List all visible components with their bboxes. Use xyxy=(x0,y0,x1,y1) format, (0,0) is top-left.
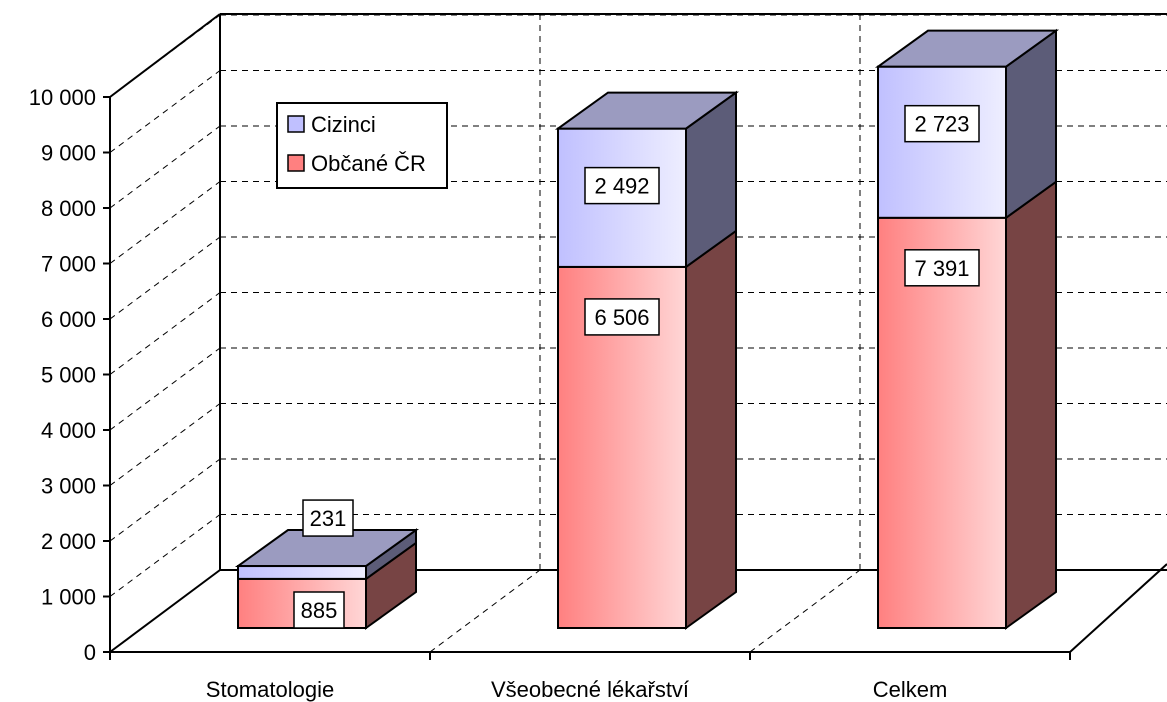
data-label-text: 231 xyxy=(310,506,347,531)
data-label-text: 7 391 xyxy=(914,256,969,281)
chart-data-labels: 885 231 6 506 2 492 7 391 2 723 xyxy=(293,104,980,629)
side-gridline xyxy=(109,514,221,597)
floor-gridline xyxy=(749,569,861,653)
data-label-cizinci: 2 492 xyxy=(584,166,660,205)
y-tick-label: 8 000 xyxy=(41,196,96,221)
bar-side xyxy=(1005,179,1057,630)
side-gridline xyxy=(109,347,221,431)
legend-swatch xyxy=(287,115,305,133)
data-label-box xyxy=(584,298,660,336)
legend-label: Cizinci xyxy=(311,112,376,137)
chart-axes: 0 1 000 2 000 3 000 4 000 5 000 6 000 7 000 8 00… xyxy=(29,85,1071,702)
y-tick-label: 9 000 xyxy=(41,141,96,166)
category-label: Celkem xyxy=(873,677,948,702)
data-label-text: 2 723 xyxy=(914,112,969,137)
data-label-text: 6 506 xyxy=(594,305,649,330)
side-gridline xyxy=(109,403,221,486)
floor-gridline xyxy=(429,569,541,653)
category-label: Všeobecné lékařství xyxy=(491,677,689,702)
data-label-text: 2 492 xyxy=(594,174,649,199)
data-label-box xyxy=(904,249,980,287)
side-gridline xyxy=(109,458,221,542)
bar-top xyxy=(234,529,420,568)
side-gridline xyxy=(109,181,221,264)
side-gridline xyxy=(109,70,221,153)
category-label: Stomatologie xyxy=(206,677,334,702)
legend-box xyxy=(276,102,448,189)
data-label-cizinci: 231 xyxy=(302,499,354,537)
y-tick-label: 10 000 xyxy=(29,85,96,110)
y-tick-label: 0 xyxy=(84,640,96,665)
side-gridline xyxy=(109,292,221,375)
bar-top xyxy=(554,91,740,130)
y-tick-label: 1 000 xyxy=(41,585,96,610)
data-label-obcane: 7 391 xyxy=(904,249,980,287)
data-label-box xyxy=(293,591,345,629)
bar-side xyxy=(685,228,737,630)
data-label-box xyxy=(302,499,354,537)
bar-top xyxy=(874,29,1060,68)
legend-label: Občané ČR xyxy=(311,151,426,176)
data-label-box xyxy=(904,104,980,143)
floor-right-edge xyxy=(1069,563,1167,653)
data-label-obcane: 6 506 xyxy=(584,298,660,336)
data-label-box xyxy=(584,166,660,205)
data-label-obcane: 885 xyxy=(293,591,345,629)
y-tick-label: 4 000 xyxy=(41,418,96,443)
side-gridline xyxy=(109,125,221,209)
floor-left-edge xyxy=(109,569,221,653)
y-tick-label: 3 000 xyxy=(41,474,96,499)
y-tick-label: 2 000 xyxy=(41,529,96,554)
y-tick-label: 6 000 xyxy=(41,307,96,332)
bar-front-Cizinci xyxy=(237,565,367,580)
data-label-cizinci: 2 723 xyxy=(904,104,980,143)
y-tick-label: 7 000 xyxy=(41,252,96,277)
data-label-text: 885 xyxy=(301,598,338,623)
side-gridline xyxy=(109,14,221,98)
legend-swatch xyxy=(287,154,305,172)
chart-legend: Cizinci Občané ČR xyxy=(276,102,448,189)
side-gridline xyxy=(109,236,221,320)
y-tick-label: 5 000 xyxy=(41,363,96,388)
